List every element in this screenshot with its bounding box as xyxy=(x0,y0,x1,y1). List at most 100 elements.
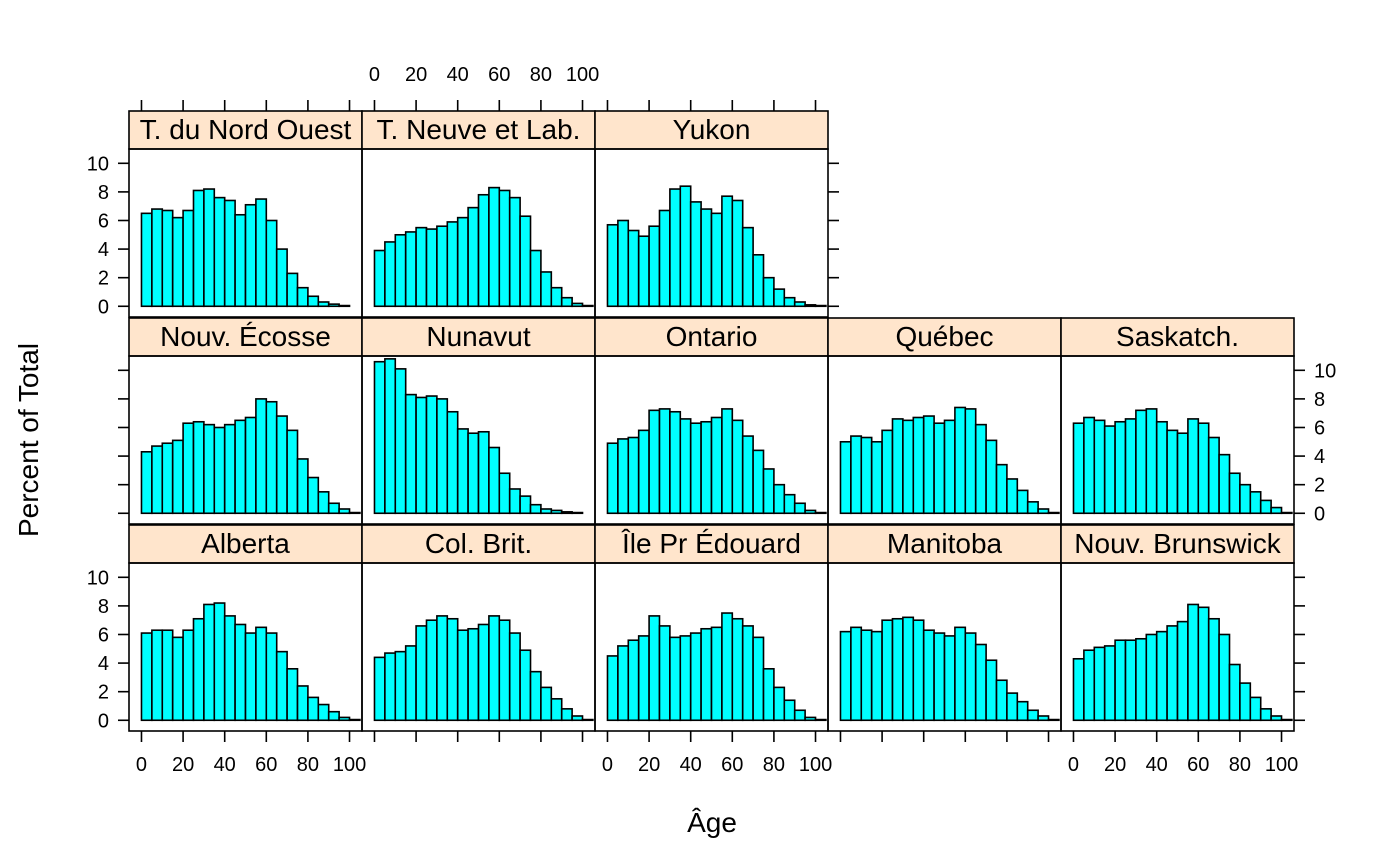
histogram-bar xyxy=(581,718,594,722)
strip-label: T. du Nord Ouest xyxy=(140,114,352,145)
histogram-bar xyxy=(192,420,205,515)
histogram-bar xyxy=(213,196,226,308)
histogram-bar xyxy=(327,303,340,308)
x-tick-label: 80 xyxy=(1229,754,1251,776)
strip-background xyxy=(128,524,363,564)
histogram-bar xyxy=(1006,478,1019,515)
histogram-bar xyxy=(1135,409,1148,515)
histogram-bar xyxy=(658,625,671,722)
histogram-bar xyxy=(881,619,894,722)
histogram-bar xyxy=(560,511,573,515)
panel-nouv-brunswick: Nouv. Brunswick xyxy=(1060,524,1295,732)
histogram-bar xyxy=(793,301,806,308)
histogram-bar xyxy=(488,446,501,515)
histogram-bar xyxy=(477,623,490,722)
strip-label: Nouv. Écosse xyxy=(160,321,331,352)
histogram-bar xyxy=(140,212,153,308)
histogram-bar xyxy=(741,625,754,722)
histogram-bar xyxy=(477,430,490,515)
histogram-bar xyxy=(213,602,226,722)
histogram-bar xyxy=(415,226,428,308)
histogram-bar xyxy=(773,483,786,515)
histogram-bar xyxy=(1218,633,1231,722)
histogram-bar xyxy=(1270,715,1283,722)
y-tick-label: 0 xyxy=(98,710,109,732)
x-tick-label: 100 xyxy=(333,754,366,776)
histogram-bar xyxy=(881,429,894,515)
histogram-bar xyxy=(498,189,511,308)
histogram-bar xyxy=(752,254,765,308)
histogram-bar xyxy=(151,208,164,308)
histogram-bar xyxy=(286,429,299,515)
histogram-bar xyxy=(467,206,480,308)
histogram-bar xyxy=(1187,418,1200,515)
histogram-bar xyxy=(244,632,257,722)
histogram-bar xyxy=(275,650,288,722)
histogram-bar xyxy=(296,685,309,722)
histogram-bar xyxy=(1259,708,1272,722)
histogram-bar xyxy=(550,698,563,722)
histogram-bar xyxy=(679,418,692,515)
histogram-bar xyxy=(317,703,330,722)
x-tick-label: 40 xyxy=(447,64,469,86)
histogram-bar xyxy=(404,393,417,515)
histogram-bar xyxy=(850,626,863,722)
histogram-bar xyxy=(902,616,915,722)
histogram-bar xyxy=(265,632,278,722)
histogram-bar xyxy=(1166,625,1179,722)
histogram-bar xyxy=(151,629,164,722)
strip-label: Nouv. Brunswick xyxy=(1074,528,1281,559)
histogram-bar xyxy=(560,708,573,722)
histogram-bar xyxy=(571,511,584,515)
histogram-bar xyxy=(1239,682,1252,722)
histogram-bar xyxy=(783,493,796,515)
histogram-bar xyxy=(550,509,563,515)
histogram-bar xyxy=(307,295,320,308)
histogram-bar xyxy=(560,296,573,308)
histogram-bar xyxy=(1155,420,1168,515)
histogram-bar xyxy=(467,627,480,722)
histogram-bar xyxy=(954,626,967,722)
histogram-bar xyxy=(627,436,640,515)
x-tick-label: 80 xyxy=(297,754,319,776)
histogram-bar xyxy=(850,435,863,515)
histogram-bar xyxy=(669,188,682,308)
panel-yukon: Yukon xyxy=(594,110,829,318)
histogram-bar xyxy=(446,617,459,722)
histogram-bar xyxy=(1166,429,1179,515)
histogram-bar xyxy=(488,615,501,722)
x-tick-label: 100 xyxy=(799,754,832,776)
histogram-bar xyxy=(384,652,397,722)
histogram-bar xyxy=(171,636,184,722)
histogram-bar xyxy=(223,615,236,722)
histogram-bar xyxy=(255,198,268,308)
histogram-bar xyxy=(244,203,257,308)
histogram-bar xyxy=(327,710,340,722)
histogram-bar xyxy=(1270,506,1283,515)
histogram-bar xyxy=(637,429,650,515)
histogram-bar xyxy=(891,617,904,722)
histogram-bar xyxy=(327,502,340,515)
histogram-bar xyxy=(529,670,542,722)
x-tick-label: 0 xyxy=(136,754,147,776)
strip-background xyxy=(594,317,829,357)
panel-nouv-cosse: Nouv. Écosse xyxy=(128,317,363,525)
y-tick-label: 0 xyxy=(1314,503,1325,525)
histogram-bar xyxy=(1006,692,1019,722)
x-tick-label: 80 xyxy=(530,64,552,86)
histogram-bar xyxy=(1197,422,1210,515)
histogram-bar xyxy=(307,476,320,515)
histogram-bar xyxy=(1083,416,1096,515)
histogram-bar xyxy=(213,426,226,515)
histogram-bar xyxy=(669,410,682,515)
y-tick-label: 4 xyxy=(98,239,109,261)
panel--le-pr-douard: Île Pr Édouard xyxy=(594,524,829,732)
histogram-bar xyxy=(783,699,796,722)
histogram-bar xyxy=(1228,472,1241,515)
x-tick-label: 0 xyxy=(369,64,380,86)
histogram-bar xyxy=(296,286,309,308)
histogram-bar xyxy=(1124,639,1137,722)
histogram-bar xyxy=(710,626,723,722)
